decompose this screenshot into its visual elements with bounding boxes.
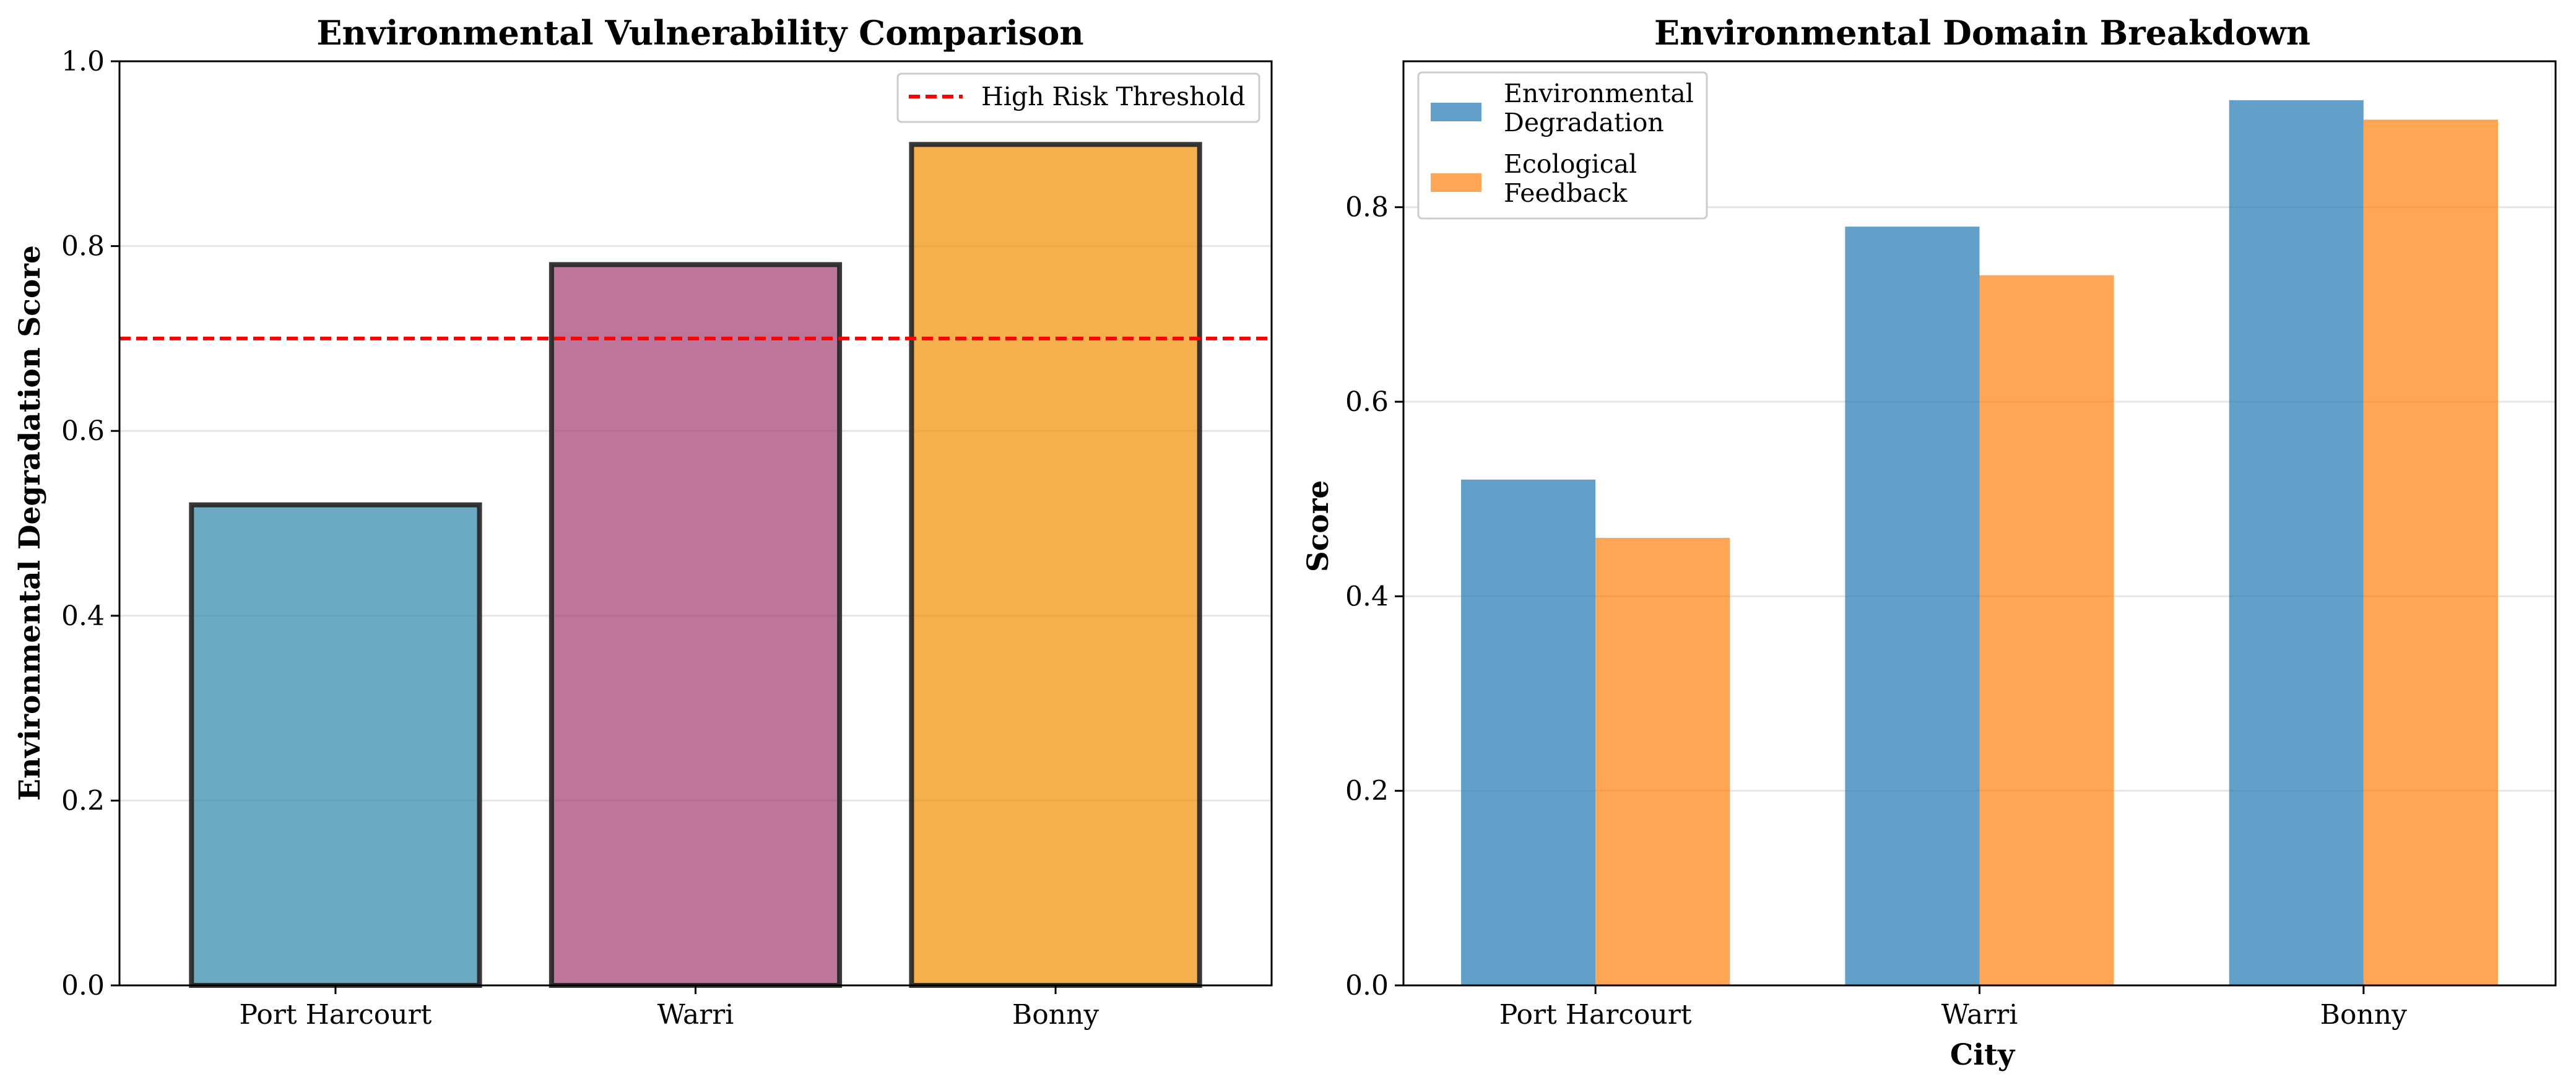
y-tick-label: 0.6 bbox=[1345, 386, 1389, 418]
x-tick-label: Bonny bbox=[2320, 999, 2408, 1031]
bar-bonny bbox=[909, 142, 1202, 988]
bar-bonny-series-2 bbox=[2363, 119, 2498, 986]
y-axis-label: Score bbox=[1301, 480, 1335, 573]
bars bbox=[189, 142, 1202, 988]
legend-swatch bbox=[1431, 173, 1481, 192]
y-axis-ticks: 0.0 0.2 0.4 0.6 0.8 bbox=[1345, 192, 1403, 1001]
y-tick-label: 0.8 bbox=[1345, 192, 1389, 223]
x-axis-label: City bbox=[1950, 1038, 2016, 1072]
chart-title: Environmental Domain Breakdown bbox=[1654, 13, 2310, 53]
bars bbox=[1461, 100, 2498, 986]
chart-title: Environmental Vulnerability Comparison bbox=[316, 13, 1083, 53]
x-axis-ticks: Port Harcourt Warri Bonny bbox=[240, 985, 1099, 1031]
chart-domain-breakdown: Environmental Domain Breakdown 0.0 0.2 0.4… bbox=[1301, 13, 2557, 1072]
y-tick-label: 0.2 bbox=[61, 785, 105, 816]
x-axis-ticks: Port Harcourt Warri Bonny bbox=[1499, 985, 2407, 1031]
y-tick-label: 1.0 bbox=[61, 46, 105, 77]
x-tick-label: Bonny bbox=[1012, 999, 1099, 1031]
bar-warri-series-1 bbox=[1845, 227, 1980, 985]
legend-box bbox=[1417, 71, 1708, 220]
y-tick-label: 0.2 bbox=[1345, 776, 1389, 807]
x-tick-label: Port Harcourt bbox=[1499, 999, 1692, 1031]
x-tick-label: Port Harcourt bbox=[240, 999, 432, 1031]
legend-label: Ecological Feedback bbox=[1504, 149, 1637, 208]
y-tick-label: 0.4 bbox=[61, 600, 105, 632]
bar-warri bbox=[549, 262, 843, 988]
legend-label: High Risk Threshold bbox=[981, 82, 1246, 111]
y-axis-ticks: 0.0 0.2 0.4 0.6 0.8 1.0 bbox=[61, 46, 119, 1001]
y-tick-label: 0.0 bbox=[61, 970, 105, 1001]
bar-port-harcourt-series-1 bbox=[1461, 479, 1596, 985]
chart-vulnerability-comparison: Environmental Vulnerability Comparison 0… bbox=[13, 13, 1273, 1031]
bar-port-harcourt-series-2 bbox=[1595, 538, 1730, 985]
legend-box bbox=[896, 72, 1260, 123]
y-tick-label: 0.6 bbox=[61, 415, 105, 447]
legend-swatch bbox=[1431, 103, 1481, 121]
x-tick-label: Warri bbox=[657, 999, 734, 1031]
legend-label: Environmental Degradation bbox=[1504, 79, 1694, 137]
bar-port-harcourt bbox=[189, 502, 482, 988]
y-tick-label: 0.8 bbox=[61, 231, 105, 262]
y-axis-label: Environmental Degradation Score bbox=[13, 245, 47, 801]
y-tick-label: 0.0 bbox=[1345, 970, 1389, 1001]
legend: High Risk Threshold bbox=[896, 72, 1260, 123]
y-tick-label: 0.4 bbox=[1345, 581, 1389, 612]
x-tick-label: Warri bbox=[1941, 999, 2018, 1031]
bar-warri-series-2 bbox=[1979, 275, 2114, 986]
bar-bonny-series-1 bbox=[2229, 100, 2364, 985]
legend: Environmental Degradation Ecological Feedba… bbox=[1417, 71, 1708, 220]
